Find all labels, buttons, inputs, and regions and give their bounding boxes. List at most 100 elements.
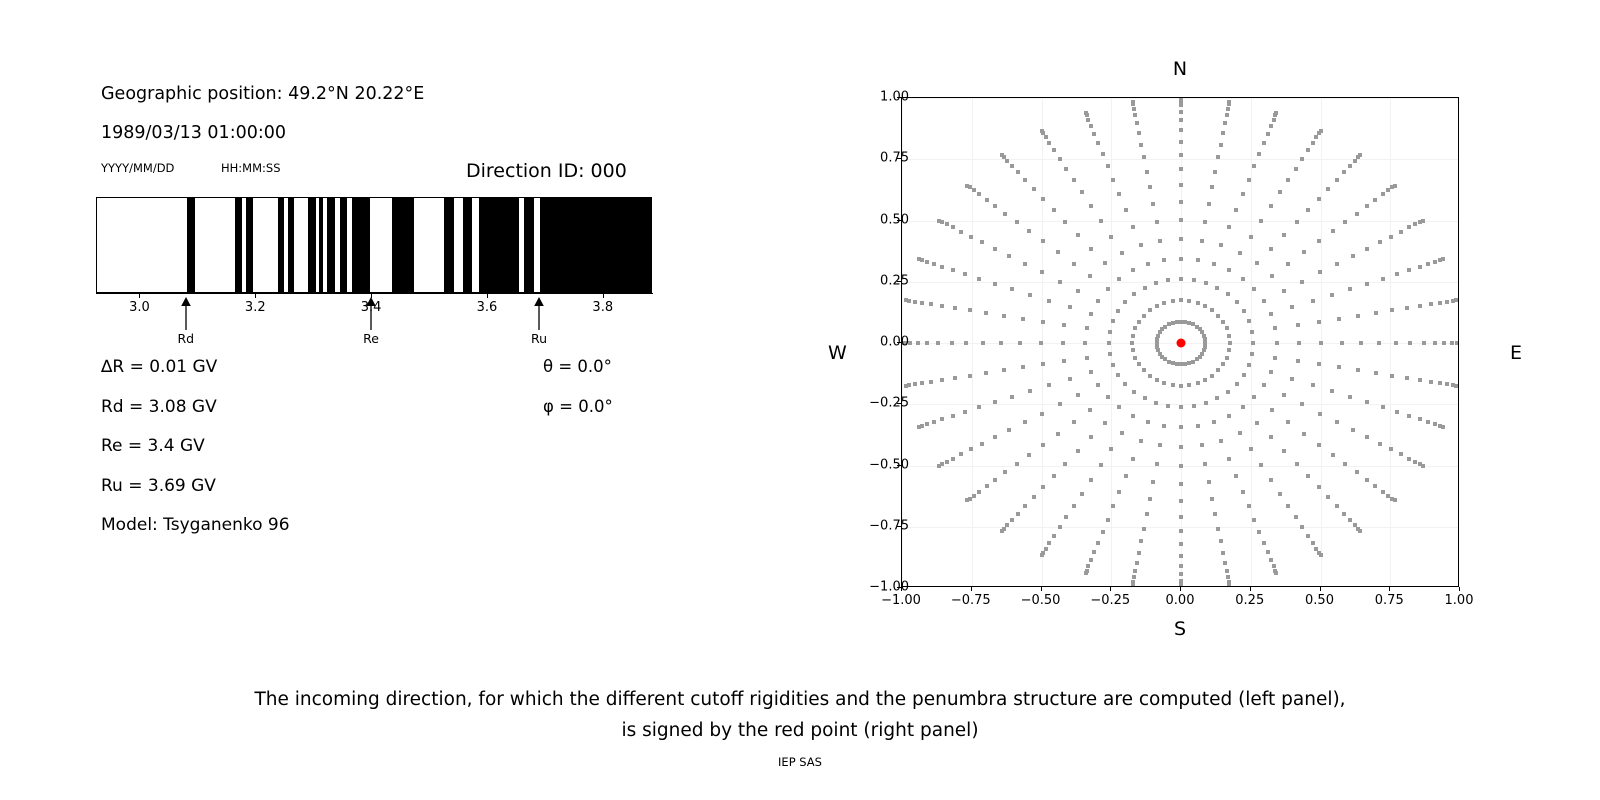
sky-direction-point bbox=[998, 341, 1003, 345]
y-axis-tick bbox=[897, 280, 901, 282]
sky-direction-point bbox=[1179, 128, 1183, 132]
penumbra-axis-tick bbox=[602, 293, 604, 298]
sky-direction-point bbox=[1339, 341, 1344, 345]
sky-direction-point bbox=[1211, 420, 1216, 425]
sky-direction-point bbox=[1224, 326, 1229, 331]
sky-direction-point bbox=[1142, 285, 1147, 290]
y-axis-tick bbox=[897, 464, 901, 466]
sky-direction-point bbox=[1133, 355, 1138, 360]
sky-direction-point bbox=[1316, 550, 1321, 555]
sky-direction-point bbox=[1364, 435, 1369, 440]
sky-direction-point bbox=[967, 308, 972, 313]
sky-direction-point bbox=[1064, 166, 1069, 171]
sky-direction-point bbox=[1408, 341, 1413, 345]
penumbra-forbidden-band bbox=[391, 198, 415, 292]
sky-direction-point bbox=[1224, 355, 1229, 360]
sky-direction-point bbox=[1039, 553, 1044, 558]
sky-direction-point bbox=[1417, 462, 1422, 467]
grid-line-vertical bbox=[1390, 98, 1392, 586]
sky-direction-point bbox=[1105, 518, 1110, 523]
sky-direction-point bbox=[1337, 316, 1342, 321]
sky-direction-point bbox=[1278, 491, 1283, 496]
sky-direction-point bbox=[1358, 153, 1363, 158]
penumbra-axis-tick bbox=[255, 293, 257, 298]
sky-direction-point bbox=[1326, 495, 1331, 500]
sky-direction-point bbox=[1179, 319, 1183, 324]
sky-direction-point bbox=[1166, 359, 1171, 364]
y-axis-tick-label: 0.75 bbox=[880, 150, 909, 166]
sky-direction-point bbox=[1354, 211, 1359, 216]
sky-direction-point bbox=[1151, 202, 1156, 207]
time-format-hint: HH:MM:SS bbox=[221, 161, 281, 175]
sky-direction-point bbox=[1014, 219, 1019, 224]
sky-direction-point bbox=[1088, 274, 1093, 279]
sky-direction-point bbox=[1319, 341, 1324, 345]
penumbra-axis-tick bbox=[139, 293, 141, 298]
sky-direction-point bbox=[1092, 131, 1097, 136]
sky-direction-point bbox=[1404, 306, 1409, 311]
sky-direction-point bbox=[1041, 239, 1046, 244]
x-axis-tick-label: 0.75 bbox=[1374, 593, 1404, 608]
compass-label-east: E bbox=[1510, 342, 1523, 364]
sky-direction-point bbox=[963, 409, 968, 414]
sky-direction-point bbox=[1009, 286, 1014, 291]
sky-direction-point bbox=[1213, 512, 1218, 517]
figure-caption: The incoming direction, for which the di… bbox=[0, 684, 1600, 746]
sky-direction-point bbox=[1300, 402, 1305, 407]
penumbra-forbidden-band bbox=[326, 198, 336, 292]
sky-direction-point bbox=[1450, 383, 1455, 388]
sky-direction-point bbox=[1250, 352, 1255, 357]
sky-direction-point bbox=[1064, 515, 1069, 520]
sky-direction-point bbox=[1226, 579, 1231, 584]
sky-map-panel: N S W E 1.00 0.75 0.50 0.25 0.00 −0.25 −0.50 −0… bbox=[820, 40, 1600, 660]
sky-direction-point bbox=[1426, 261, 1431, 266]
sky-direction-point bbox=[1191, 278, 1196, 283]
sky-direction-point bbox=[971, 188, 976, 193]
penumbra-spectrum-chart bbox=[96, 197, 652, 293]
sky-direction-point bbox=[1117, 489, 1122, 494]
sky-direction-point bbox=[1117, 405, 1122, 410]
sky-direction-point bbox=[1117, 192, 1122, 197]
grid-line-vertical bbox=[971, 98, 973, 586]
sky-direction-point bbox=[1130, 99, 1135, 104]
sky-direction-point bbox=[1020, 365, 1025, 370]
sky-direction-point bbox=[1199, 443, 1204, 448]
sky-direction-point bbox=[1138, 438, 1143, 443]
sky-direction-point bbox=[1136, 131, 1141, 136]
sky-direction-point bbox=[1123, 300, 1128, 305]
sky-direction-point bbox=[1240, 276, 1245, 281]
rigidity-marker-label: Re bbox=[363, 331, 380, 346]
sky-direction-point bbox=[1334, 261, 1339, 266]
sky-direction-point bbox=[1179, 118, 1183, 123]
sky-direction-point bbox=[1445, 299, 1450, 304]
sky-direction-point bbox=[1132, 107, 1137, 112]
sky-direction-point bbox=[1197, 354, 1202, 359]
sky-direction-point bbox=[929, 302, 934, 307]
sky-direction-point bbox=[925, 341, 930, 345]
sky-direction-point bbox=[1111, 504, 1116, 509]
sky-direction-point bbox=[1131, 102, 1136, 107]
sky-direction-point bbox=[1420, 218, 1425, 223]
sky-direction-point bbox=[1342, 511, 1347, 516]
sky-direction-point bbox=[1394, 409, 1399, 414]
sky-direction-point bbox=[968, 234, 973, 239]
sky-direction-point bbox=[1041, 196, 1046, 201]
sky-direction-point bbox=[999, 153, 1004, 158]
sky-direction-point bbox=[1119, 250, 1124, 255]
sky-direction-point bbox=[1162, 423, 1167, 428]
y-axis-tick-label: 0.25 bbox=[880, 273, 909, 289]
sky-direction-point bbox=[1041, 550, 1046, 555]
sky-direction-point bbox=[1023, 420, 1028, 425]
sky-direction-point bbox=[1417, 264, 1422, 269]
x-axis-tick bbox=[1040, 587, 1042, 591]
sky-direction-point bbox=[1348, 518, 1353, 523]
direction-angle-text: θ = 0.0° bbox=[543, 357, 612, 376]
sky-direction-point bbox=[951, 456, 956, 461]
sky-direction-point bbox=[1138, 243, 1143, 248]
sky-direction-point bbox=[1221, 550, 1226, 555]
sky-direction-point bbox=[1051, 207, 1056, 212]
sky-direction-point bbox=[1166, 322, 1171, 327]
sky-direction-point bbox=[1225, 292, 1230, 297]
sky-direction-point bbox=[1257, 530, 1262, 535]
sky-direction-point bbox=[1163, 357, 1168, 362]
